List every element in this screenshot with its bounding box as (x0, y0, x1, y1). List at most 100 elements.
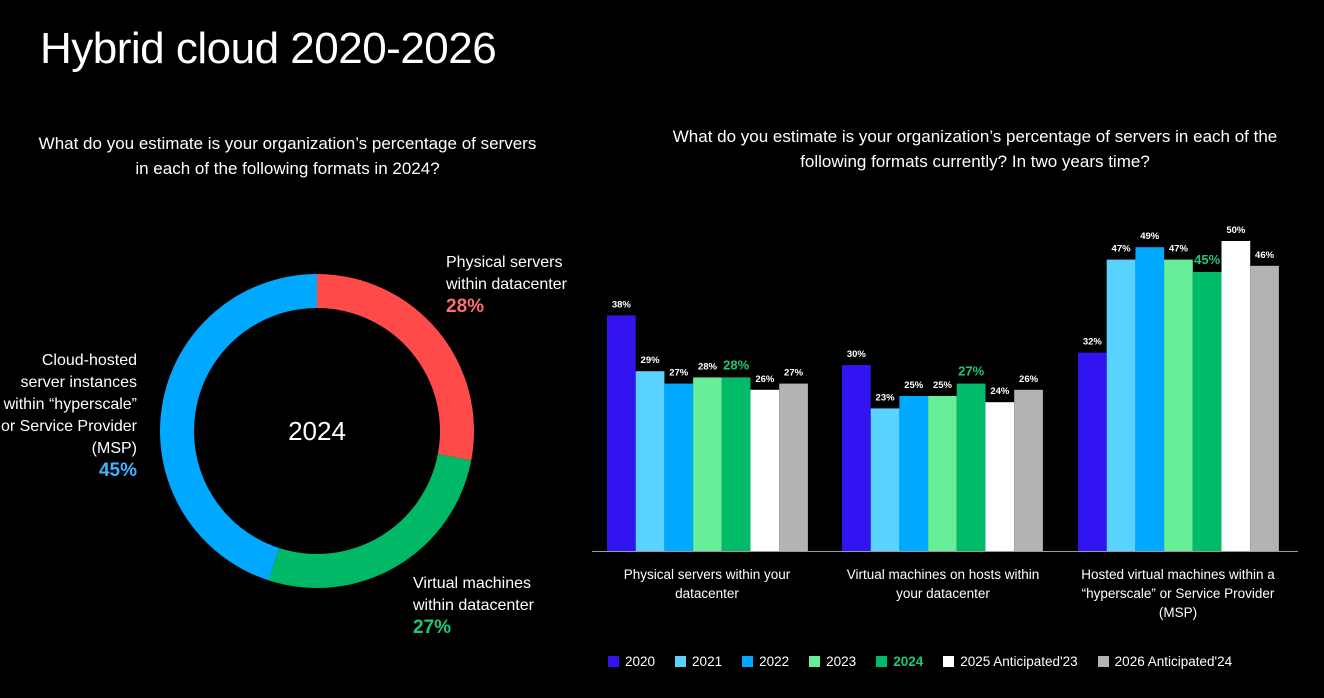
donut-label-line: Physical servers (446, 254, 563, 271)
bar-value-label: 28% (698, 361, 718, 372)
donut-label-physical: Physical servers within datacenter 28% (446, 252, 567, 318)
legend-swatch (943, 656, 955, 667)
bar (928, 396, 957, 551)
bar (779, 383, 808, 551)
category-label-line: your datacenter (896, 586, 990, 601)
donut-label-physical-text: Physical servers within datacenter (446, 252, 567, 296)
bar (693, 377, 722, 551)
donut-label-virtual-text: Virtual machines within datacenter (413, 573, 534, 617)
category-label-line: Physical servers within your (623, 567, 791, 582)
category-label: Virtual machines on hosts within your dat… (833, 565, 1053, 603)
category-label-line: (MSP) (1158, 605, 1198, 620)
bar (1106, 259, 1136, 551)
bar-value-label: 45% (1194, 252, 1220, 267)
bar (721, 377, 751, 551)
legend-swatch (675, 656, 687, 667)
legend-label: 2025 Anticipated'23 (960, 654, 1078, 669)
bar-value-label: 25% (904, 380, 924, 391)
bar (985, 402, 1015, 551)
donut-label-cloud: Cloud-hosted server instances within “hype… (1, 350, 137, 482)
bar-value-label: 27% (784, 368, 804, 379)
bar (1078, 352, 1107, 551)
donut-label-virtual: Virtual machines within datacenter 27% (413, 573, 534, 639)
bar-value-label: 26% (755, 374, 775, 385)
bar-value-label: 47% (1169, 244, 1189, 255)
legend-label: 2022 (759, 654, 790, 669)
bar (899, 396, 929, 551)
donut-label-line: within datacenter (446, 276, 567, 293)
donut-label-line: Cloud-hosted (41, 352, 137, 369)
bar-value-label: 25% (933, 380, 953, 391)
bar-legend: 2020 2021 2022 2023 2024 2025 Anticipated'23 2… (608, 654, 1232, 669)
legend-label: 2020 (625, 654, 656, 669)
category-label-line: Hosted virtual machines within a (1081, 567, 1275, 582)
bar (664, 383, 694, 551)
bar-value-label: 49% (1140, 231, 1160, 242)
bar-value-label: 32% (1083, 337, 1103, 348)
bar (635, 371, 665, 551)
legend-label: 2023 (826, 654, 857, 669)
donut-slice (317, 274, 474, 461)
bar-value-label: 30% (847, 349, 867, 360)
category-label: Hosted virtual machines within a “hypersc… (1068, 565, 1288, 622)
category-label: Physical servers within your datacenter (597, 565, 817, 603)
bar (1135, 247, 1165, 551)
donut-label-virtual-value: 27% (413, 617, 452, 638)
legend-swatch (809, 656, 821, 667)
bar-value-label: 24% (990, 386, 1010, 397)
legend-label: 2026 Anticipated'24 (1114, 654, 1233, 669)
bar-value-label: 29% (641, 355, 661, 366)
bar-value-label: 27% (669, 368, 689, 379)
legend-swatch (876, 656, 888, 667)
bar-value-label: 50% (1226, 225, 1246, 236)
donut-center-label: 2024 (288, 416, 346, 446)
category-label-line: Virtual machines on hosts within (846, 567, 1040, 582)
donut-label-line: or Service Provider (0, 418, 137, 435)
legend-item: 2020 (608, 654, 655, 669)
bar (1164, 259, 1193, 551)
bar-value-label: 26% (1019, 374, 1039, 385)
bar-value-label: 28% (723, 357, 749, 372)
category-label-line: datacenter (675, 586, 739, 601)
bar (842, 365, 871, 551)
legend-item: 2025 Anticipated'23 (943, 654, 1078, 669)
bar-value-label: 23% (876, 392, 896, 403)
donut-slice (160, 274, 317, 581)
bar-value-label: 27% (958, 364, 984, 379)
legend-swatch (608, 656, 619, 667)
bar-value-label: 38% (612, 299, 632, 310)
donut-label-cloud-value: 45% (98, 460, 137, 481)
page-title: Hybrid cloud 2020-2026 (40, 24, 497, 73)
legend-item: 2022 (742, 654, 789, 669)
donut-label-line: within datacenter (413, 597, 534, 614)
bar (750, 389, 780, 551)
bar-question: What do you estimate is your organizatio… (672, 127, 1278, 171)
donut-label-cloud-text: Cloud-hosted server instances within “hype… (1, 350, 137, 460)
legend-label: 2021 (692, 654, 723, 669)
legend-swatch (742, 656, 754, 667)
legend-item: 2024 (876, 654, 923, 669)
donut-chart: 2024 (160, 274, 474, 588)
bar (956, 383, 986, 551)
bar (607, 315, 636, 551)
donut-label-line: server instances (20, 374, 138, 391)
donut-question: What do you estimate is your organizatio… (38, 134, 537, 178)
donut-label-physical-value: 28% (446, 296, 485, 317)
bar-chart: 38% 29% 27% 28% 28% 26% 27% 30% 23% 25% 25% 27% 24% 2… (592, 225, 1298, 552)
legend-swatch (1097, 656, 1109, 667)
donut-label-line: Virtual machines (413, 575, 531, 592)
donut-label-line: within “hyperscale” (3, 396, 137, 413)
bar (870, 408, 900, 551)
donut-slice (268, 454, 472, 588)
bar (1250, 265, 1279, 551)
legend-item: 2023 (809, 654, 856, 669)
donut-label-line: (MSP) (91, 440, 137, 457)
bar-value-label: 47% (1112, 244, 1132, 255)
bar (1192, 272, 1222, 551)
category-label-line: “hyperscale” or Service Provider (1081, 586, 1275, 601)
bar (1014, 389, 1043, 551)
bar (1221, 241, 1251, 551)
legend-label: 2024 (893, 654, 924, 669)
bar-value-label: 46% (1255, 250, 1275, 261)
legend-item: 2021 (675, 654, 722, 669)
